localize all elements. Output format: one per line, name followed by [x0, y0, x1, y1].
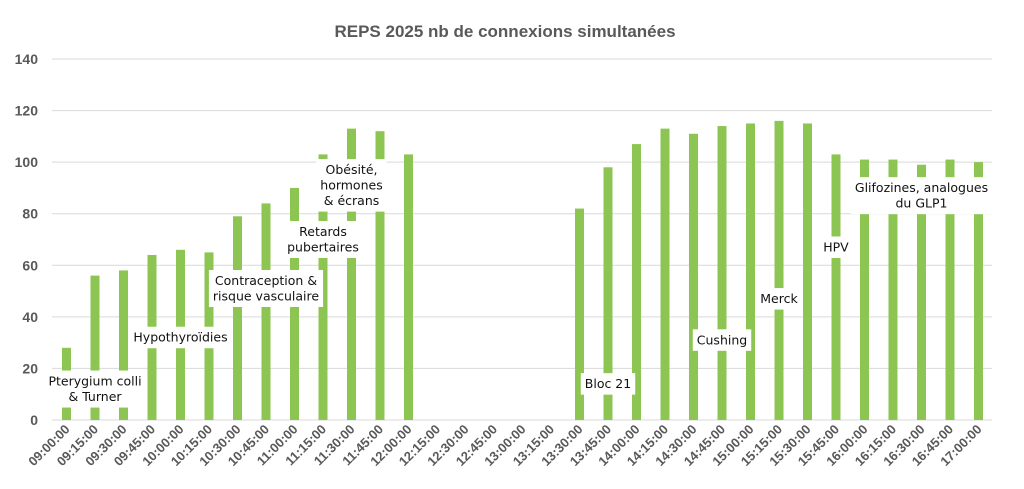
annotation-box	[692, 329, 752, 351]
annotation-label: pubertaires	[287, 240, 359, 255]
annotation: Bloc 21	[580, 373, 636, 395]
annotation-box	[44, 370, 146, 408]
bar	[974, 162, 983, 420]
annotation-label: hormones	[320, 178, 382, 193]
annotation-label: Contraception &	[215, 273, 317, 288]
annotation-label: Pterygium colli	[48, 374, 141, 389]
y-tick-label: 140	[15, 51, 39, 67]
y-tick-label: 40	[22, 309, 38, 325]
bar	[860, 159, 869, 421]
y-tick-label: 100	[15, 154, 39, 170]
bar	[347, 128, 356, 420]
annotation-label: Bloc 21	[585, 376, 631, 391]
annotation-box	[208, 269, 324, 307]
bar	[746, 123, 755, 420]
annotation-label: & écrans	[324, 193, 380, 208]
annotation-box	[129, 326, 232, 349]
x-axis: 09:00:0009:15:0009:30:0009:45:0010:00:00…	[25, 422, 984, 469]
annotation: HPV	[819, 236, 853, 258]
bar	[261, 203, 271, 420]
bar	[375, 131, 385, 420]
annotation-label: Obésité,	[325, 162, 377, 177]
bar	[233, 216, 242, 420]
annotation-label: du GLP1	[896, 196, 948, 211]
bar	[90, 275, 100, 420]
annotation-box	[819, 236, 853, 258]
annotation: Hypothyroïdies	[129, 326, 232, 349]
annotation-label: & Turner	[68, 389, 122, 404]
bar	[917, 164, 926, 420]
y-tick-label: 80	[22, 206, 38, 222]
annotation: Merck	[756, 288, 802, 310]
y-tick-label: 60	[22, 257, 38, 273]
annotation: Contraception &risque vasculaire	[208, 269, 324, 307]
annotation-box	[850, 177, 993, 215]
bar	[888, 159, 898, 421]
y-tick-label: 0	[30, 412, 38, 428]
annotations: Pterygium colli& Turner Hypothyroïdies Con…	[44, 159, 993, 408]
bar	[632, 144, 641, 421]
annotation-label: Glifozines, analogues	[855, 180, 988, 195]
annotation: Cushing	[692, 329, 752, 351]
bar	[660, 128, 670, 420]
bar	[689, 133, 698, 420]
annotation-box	[283, 221, 363, 258]
annotation-box	[316, 159, 387, 212]
bar	[774, 120, 784, 420]
bars	[62, 120, 983, 421]
annotation-label: Merck	[760, 291, 798, 306]
annotation: Obésité,hormones& écrans	[316, 159, 387, 212]
bar	[404, 154, 413, 420]
bar	[831, 154, 841, 420]
bar	[945, 159, 955, 421]
y-tick-label: 120	[15, 103, 39, 119]
bar	[803, 123, 812, 420]
y-tick-label: 20	[22, 360, 38, 376]
chart-title: REPS 2025 nb de connexions simultanées	[334, 22, 675, 41]
y-axis: 0 20 40 60 80 100 120 140	[15, 51, 39, 428]
bar	[717, 126, 727, 421]
annotation-label: Cushing	[697, 332, 747, 347]
annotation-label: Hypothyroïdies	[133, 330, 227, 345]
bar	[119, 270, 128, 420]
annotation-label: Retards	[299, 224, 347, 239]
annotation: Pterygium colli& Turner	[44, 370, 146, 408]
annotation-label: risque vasculaire	[213, 288, 319, 303]
annotation-label: HPV	[823, 239, 849, 254]
annotation-box	[580, 373, 636, 395]
bar	[575, 208, 584, 420]
annotation-box	[756, 288, 802, 310]
bar	[603, 167, 613, 420]
